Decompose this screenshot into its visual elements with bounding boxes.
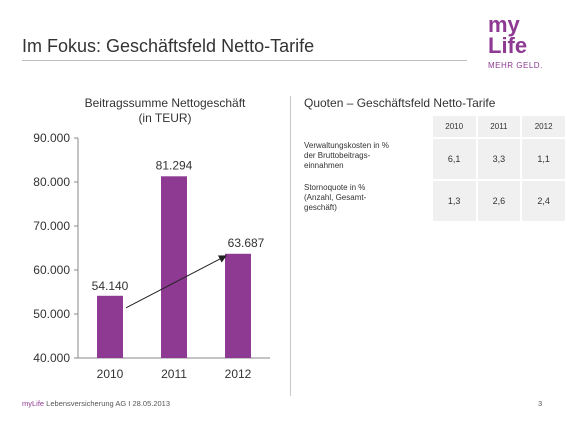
quoten-row-label-line: der Bruttobeitrags- [304,151,371,160]
chart-subtitle: (in TEUR) [138,111,192,125]
x-tick-label: 2011 [161,367,187,381]
quoten-cell: 6,1 [432,139,476,179]
quoten-row-label-line: Stornoquote in % [304,183,366,192]
quoten-row-label-line: Verwaltungskosten in % [304,141,389,150]
y-tick-label: 50.000 [33,307,70,321]
quoten-cell: 2,4 [522,181,565,221]
quoten-cell: 1,1 [522,139,565,179]
quoten-row-label-line: geschäft) [304,203,337,212]
logo-tagline: MEHR GELD. [488,61,543,70]
quoten-row-label-line: (Anzahl, Gesamt- [304,193,367,202]
y-tick-label: 60.000 [33,263,70,277]
data-label: 81.294 [156,158,193,172]
mylife-logo: my Life MEHR GELD. [478,14,552,76]
quoten-row-stornoquote: Stornoquote in % (Anzahl, Gesamt- geschä… [302,181,565,221]
footer: myLife Lebensversicherung AG I 28.05.201… [22,399,170,408]
bar [225,253,251,358]
section-divider [290,96,291,396]
quoten-row-label: Stornoquote in % (Anzahl, Gesamt- geschä… [302,181,431,221]
quoten-cell: 3,3 [477,139,521,179]
chart-title: Beitragssumme Nettogeschäft [84,96,246,110]
quoten-year-header: 2011 [477,116,521,137]
quoten-table: 2010 2011 2012 Verwaltungskosten in % de… [300,114,567,223]
bar [97,295,123,358]
quoten-corner [302,116,431,137]
logo-line-2: Life [488,33,528,58]
y-tick-label: 70.000 [33,219,70,233]
x-tick-label: 2012 [225,367,252,381]
page-number: 3 [538,399,543,408]
footer-brand: myLife [22,399,45,408]
data-label: 63.687 [228,236,265,250]
quoten-row-verwaltungskosten: Verwaltungskosten in % der Bruttobeitrag… [302,139,565,179]
bar [161,176,187,358]
trend-arrow [125,255,227,309]
title-divider [22,60,467,61]
slide-title: Im Fokus: Geschäftsfeld Netto-Tarife [22,36,315,56]
quoten-title: Quoten – Geschäftsfeld Netto-Tarife [304,96,496,110]
quoten-year-header: 2012 [522,116,565,137]
footer-text: Lebensversicherung AG I 28.05.2013 [44,399,171,408]
chart-title-block: Beitragssumme Nettogeschäft (in TEUR) [60,96,270,126]
x-tick-label: 2010 [97,367,124,381]
y-tick-label: 80.000 [33,175,70,189]
quoten-row-label-line: einnahmen [304,161,344,170]
data-label: 54.140 [92,279,129,293]
quoten-cell: 2,6 [477,181,521,221]
quoten-cell: 1,3 [432,181,476,221]
logo-line-1: my [488,12,520,37]
y-tick-label: 90.000 [33,131,70,145]
quoten-header-row: 2010 2011 2012 [302,116,565,137]
quoten-row-label: Verwaltungskosten in % der Bruttobeitrag… [302,139,431,179]
quoten-year-header: 2010 [432,116,476,137]
y-tick-label: 40.000 [33,351,70,365]
